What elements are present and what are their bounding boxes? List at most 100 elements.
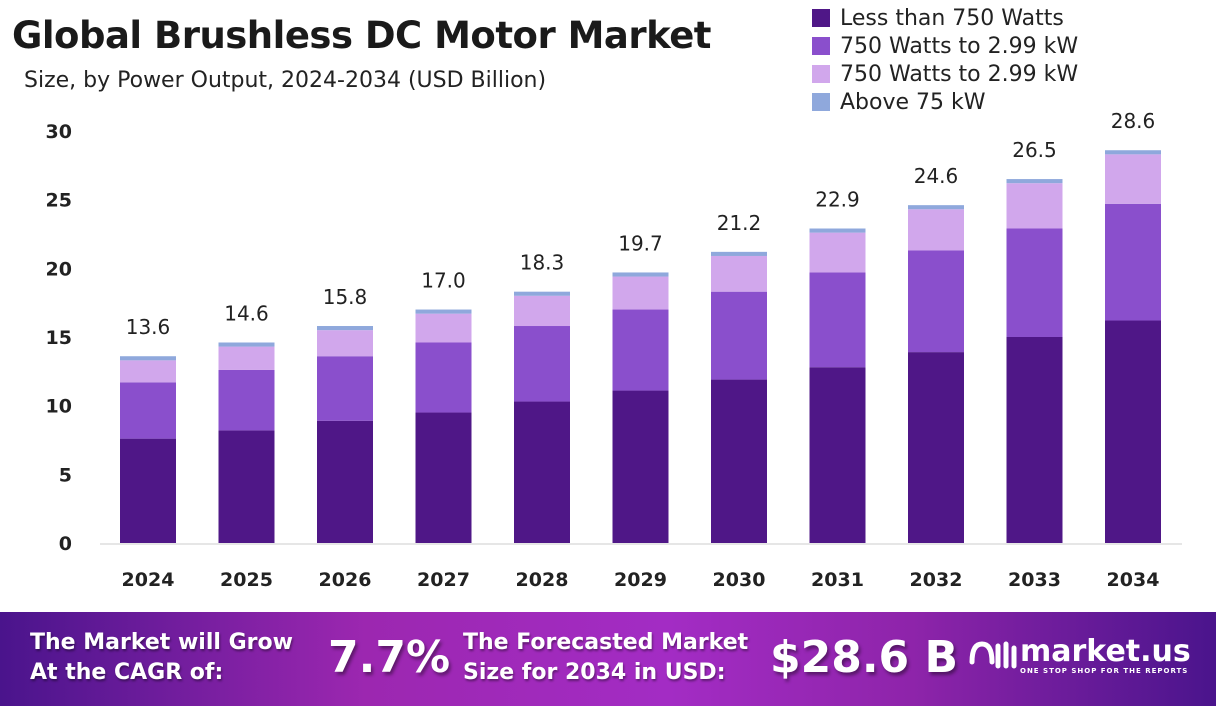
bar-segment — [120, 438, 176, 543]
bar-segment — [317, 326, 373, 331]
bar-segment — [612, 390, 669, 543]
bar-segment — [809, 367, 866, 543]
bar-segment — [415, 412, 472, 543]
bar-segment — [809, 272, 866, 368]
bar-segment — [218, 369, 275, 431]
bar-segment — [809, 228, 866, 233]
cagr-label: The Market will Grow At the CAGR of: — [30, 628, 293, 688]
y-tick-label: 20 — [46, 258, 72, 280]
data-label: 13.6 — [126, 315, 171, 339]
legend-item: Above 75 kW — [812, 88, 1078, 116]
bar-segment — [514, 295, 570, 327]
legend-item: 750 Watts to 2.99 kW — [812, 32, 1078, 60]
legend-swatch — [812, 65, 830, 83]
logo-mark-icon — [969, 641, 1017, 669]
x-tick-label: 2033 — [1008, 569, 1061, 591]
data-label: 15.8 — [323, 285, 368, 309]
x-tick-label: 2034 — [1107, 569, 1160, 591]
bar-segment — [415, 313, 472, 343]
data-label: 21.2 — [717, 211, 762, 235]
y-tick-label: 30 — [46, 121, 72, 143]
x-tick-label: 2027 — [417, 569, 470, 591]
bar-segment — [1006, 179, 1063, 184]
data-label: 17.0 — [421, 269, 466, 293]
bar-segment — [711, 291, 767, 380]
legend-label: Less than 750 Watts — [840, 5, 1064, 31]
chart-title: Global Brushless DC Motor Market — [12, 14, 712, 57]
data-label: 28.6 — [1111, 109, 1156, 133]
bar-segment — [218, 430, 275, 543]
cagr-label-line: The Market will Grow — [30, 630, 293, 655]
market-us-logo: market.us ONE STOP SHOP FOR THE REPORTS — [968, 636, 1191, 676]
x-tick-label: 2024 — [122, 569, 175, 591]
legend-label: Above 75 kW — [840, 89, 986, 115]
data-label: 24.6 — [914, 164, 959, 188]
bar-segment — [514, 291, 570, 296]
y-tick-label: 15 — [46, 327, 72, 349]
x-tick-label: 2032 — [910, 569, 963, 591]
legend: Less than 750 Watts 750 Watts to 2.99 kW… — [812, 4, 1078, 116]
bar-segment — [218, 346, 275, 370]
bar-segment — [1105, 150, 1161, 155]
x-tick-label: 2030 — [713, 569, 766, 591]
bar-segment — [120, 360, 176, 383]
bar-segment — [1105, 203, 1161, 321]
bar-segment — [514, 326, 570, 402]
legend-item: Less than 750 Watts — [812, 4, 1078, 32]
forecast-label-line: The Forecasted Market — [463, 630, 749, 655]
bar-segment — [415, 309, 472, 314]
cagr-value: 7.7% — [328, 632, 451, 683]
x-tick-label: 2025 — [220, 569, 273, 591]
bar-segment — [711, 255, 767, 292]
forecast-label: The Forecasted Market Size for 2034 in U… — [463, 628, 748, 688]
data-label: 18.3 — [520, 251, 565, 275]
data-label: 14.6 — [224, 301, 269, 325]
y-tick-label: 25 — [46, 190, 72, 212]
bar-segment — [908, 209, 964, 251]
bar-segment — [908, 250, 964, 353]
y-tick-label: 0 — [59, 533, 72, 555]
legend-label: 750 Watts to 2.99 kW — [840, 61, 1079, 87]
bar-segment — [317, 330, 373, 357]
bar-segment — [317, 420, 373, 543]
bar-segment — [711, 251, 767, 256]
bar-segment — [514, 401, 570, 543]
bar-segment — [1006, 228, 1063, 337]
summary-banner: The Market will Grow At the CAGR of: 7.7… — [0, 612, 1216, 706]
legend-swatch — [812, 9, 830, 27]
forecast-value: $28.6 B — [770, 632, 959, 683]
bar-segment — [711, 379, 767, 543]
x-tick-label: 2029 — [614, 569, 667, 591]
legend-label: 750 Watts to 2.99 kW — [840, 33, 1079, 59]
x-tick-label: 2028 — [516, 569, 569, 591]
forecast-label-line: Size for 2034 in USD: — [463, 660, 726, 685]
bar-segment — [120, 356, 176, 361]
y-tick-label: 5 — [59, 464, 72, 486]
bar-segment — [908, 352, 964, 543]
bar-segment — [415, 342, 472, 413]
bar-segment — [809, 232, 866, 273]
bar-segment — [612, 272, 669, 277]
logo-tagline: ONE STOP SHOP FOR THE REPORTS — [1020, 667, 1189, 675]
data-label: 26.5 — [1012, 138, 1057, 162]
y-tick-label: 10 — [46, 396, 72, 418]
bar-segment — [1105, 154, 1161, 204]
chart-subtitle: Size, by Power Output, 2024-2034 (USD Bi… — [24, 68, 547, 93]
logo-text: market.us — [1020, 634, 1191, 669]
bar-segment — [612, 309, 669, 391]
bar-segment — [612, 276, 669, 310]
bar-segment — [1105, 320, 1161, 543]
bar-chart: 05101520253013.6202414.6202515.8202617.0… — [46, 109, 1182, 591]
data-label: 22.9 — [815, 188, 860, 212]
legend-item: 750 Watts to 2.99 kW — [812, 60, 1078, 88]
bar-segment — [120, 382, 176, 439]
cagr-label-line: At the CAGR of: — [30, 660, 224, 685]
x-tick-label: 2031 — [811, 569, 864, 591]
data-label: 19.7 — [618, 231, 663, 255]
bar-segment — [218, 342, 275, 347]
x-tick-label: 2026 — [319, 569, 372, 591]
bar-segment — [1006, 183, 1063, 229]
bar-segment — [908, 205, 964, 210]
bar-segment — [1006, 337, 1063, 543]
legend-swatch — [812, 37, 830, 55]
